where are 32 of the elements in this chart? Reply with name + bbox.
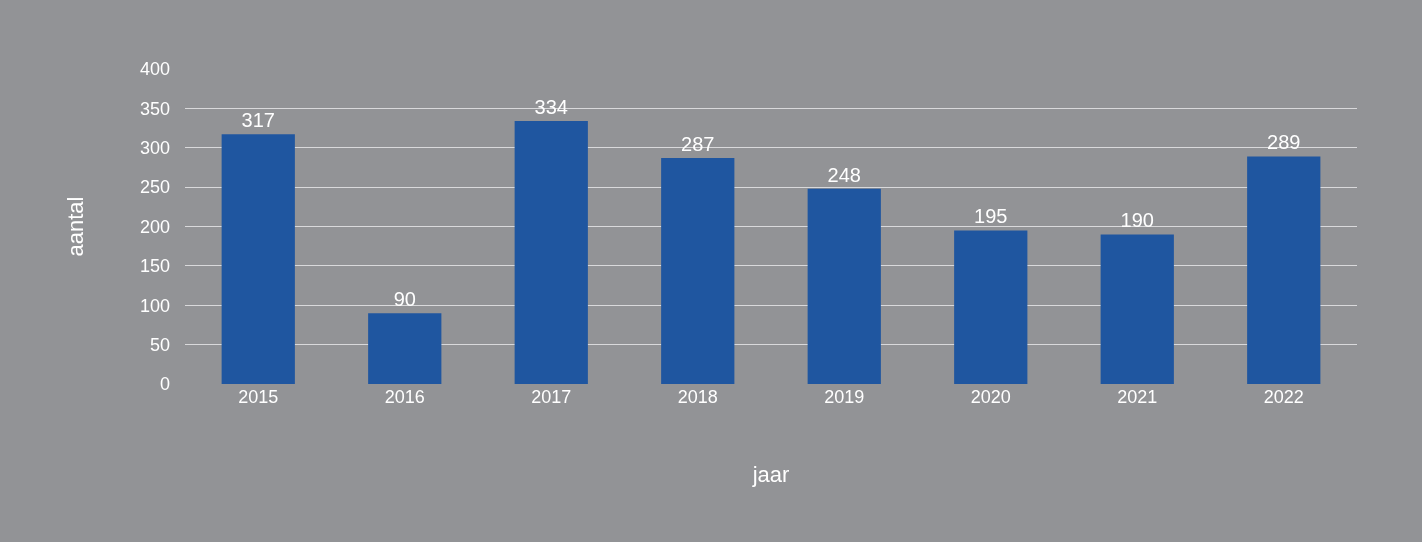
data-label: 195: [974, 205, 1008, 228]
x-tick-label: 2022: [1263, 387, 1304, 407]
bar: [954, 230, 1028, 384]
data-label: 90: [393, 288, 416, 311]
y-tick-label: 150: [139, 256, 170, 277]
bar: [514, 120, 588, 384]
bar: [1100, 234, 1174, 384]
y-tick-label: 250: [139, 177, 170, 198]
y-tick-label: 100: [139, 295, 170, 316]
x-axis-title: jaar: [751, 461, 790, 487]
x-tick-label: 2015: [238, 387, 279, 407]
y-tick-label: 400: [139, 59, 170, 80]
x-tick-label: 2016: [384, 387, 425, 407]
y-tick-label: 50: [149, 334, 170, 355]
x-tick-label: 2021: [1117, 387, 1158, 407]
y-tick-label: 0: [159, 374, 170, 395]
x-tick-label: 2018: [677, 387, 718, 407]
data-label: 190: [1120, 209, 1154, 232]
data-label: 317: [241, 109, 275, 132]
bar: [368, 313, 442, 384]
bar: [661, 157, 735, 384]
bar: [1247, 156, 1321, 384]
y-tick-label: 350: [139, 98, 170, 119]
y-tick-label: 200: [139, 216, 170, 237]
y-tick-label: 300: [139, 138, 170, 159]
y-axis-title: aantal: [62, 196, 88, 257]
x-tick-label: 2017: [531, 387, 572, 407]
x-tick-label: 2019: [824, 387, 865, 407]
bar: [807, 188, 881, 384]
data-label: 248: [827, 163, 861, 186]
bar: [221, 134, 295, 384]
x-tick-label: 2020: [970, 387, 1011, 407]
